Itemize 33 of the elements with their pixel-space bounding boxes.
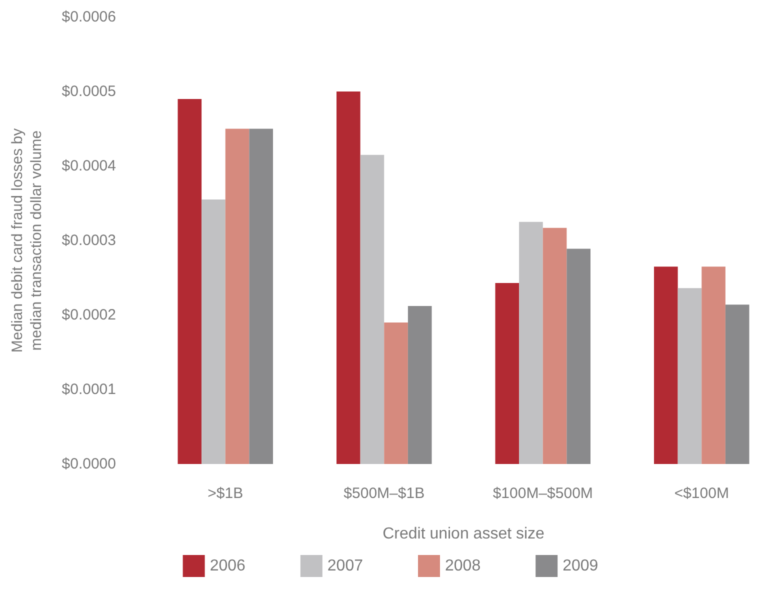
y-tick-label: $0.0006 [62,8,116,26]
bar [678,288,702,464]
legend-label: 2007 [327,558,364,574]
bar [384,322,408,464]
x-tick-label: $500M–$1B [344,485,425,502]
bar [654,266,678,464]
bar [360,154,384,464]
y-tick-label: $0.0005 [62,83,116,100]
y-tick-label: $0.0004 [62,158,116,174]
y-tick-label: $0.0003 [62,232,116,249]
bar [519,222,543,464]
legend-label: 2006 [210,558,246,574]
bar [495,282,520,464]
bar [225,128,250,464]
bar [249,128,273,464]
legend-label: 2009 [562,558,598,574]
x-tick-label: <$100M [674,485,729,502]
bar [336,92,360,464]
x-tick-label: $100M–$500M [492,485,593,502]
bar [408,306,432,464]
y-tick-label: $0.0002 [62,306,116,324]
bar [542,228,567,464]
bar [725,304,750,464]
legend-label: 2008 [445,558,481,574]
y-axis-title: Median debit card fraud losses by median transaction dollar volume [9,128,45,353]
bar [202,200,226,464]
y-tick-label: $0.0001 [62,381,116,398]
bar [702,266,726,464]
bar [178,98,202,464]
x-tick-label: >$1B [208,485,244,502]
x-axis-title: Credit union asset size [382,526,545,542]
bar [566,248,590,464]
y-tick-label: $0.0000 [62,456,116,472]
